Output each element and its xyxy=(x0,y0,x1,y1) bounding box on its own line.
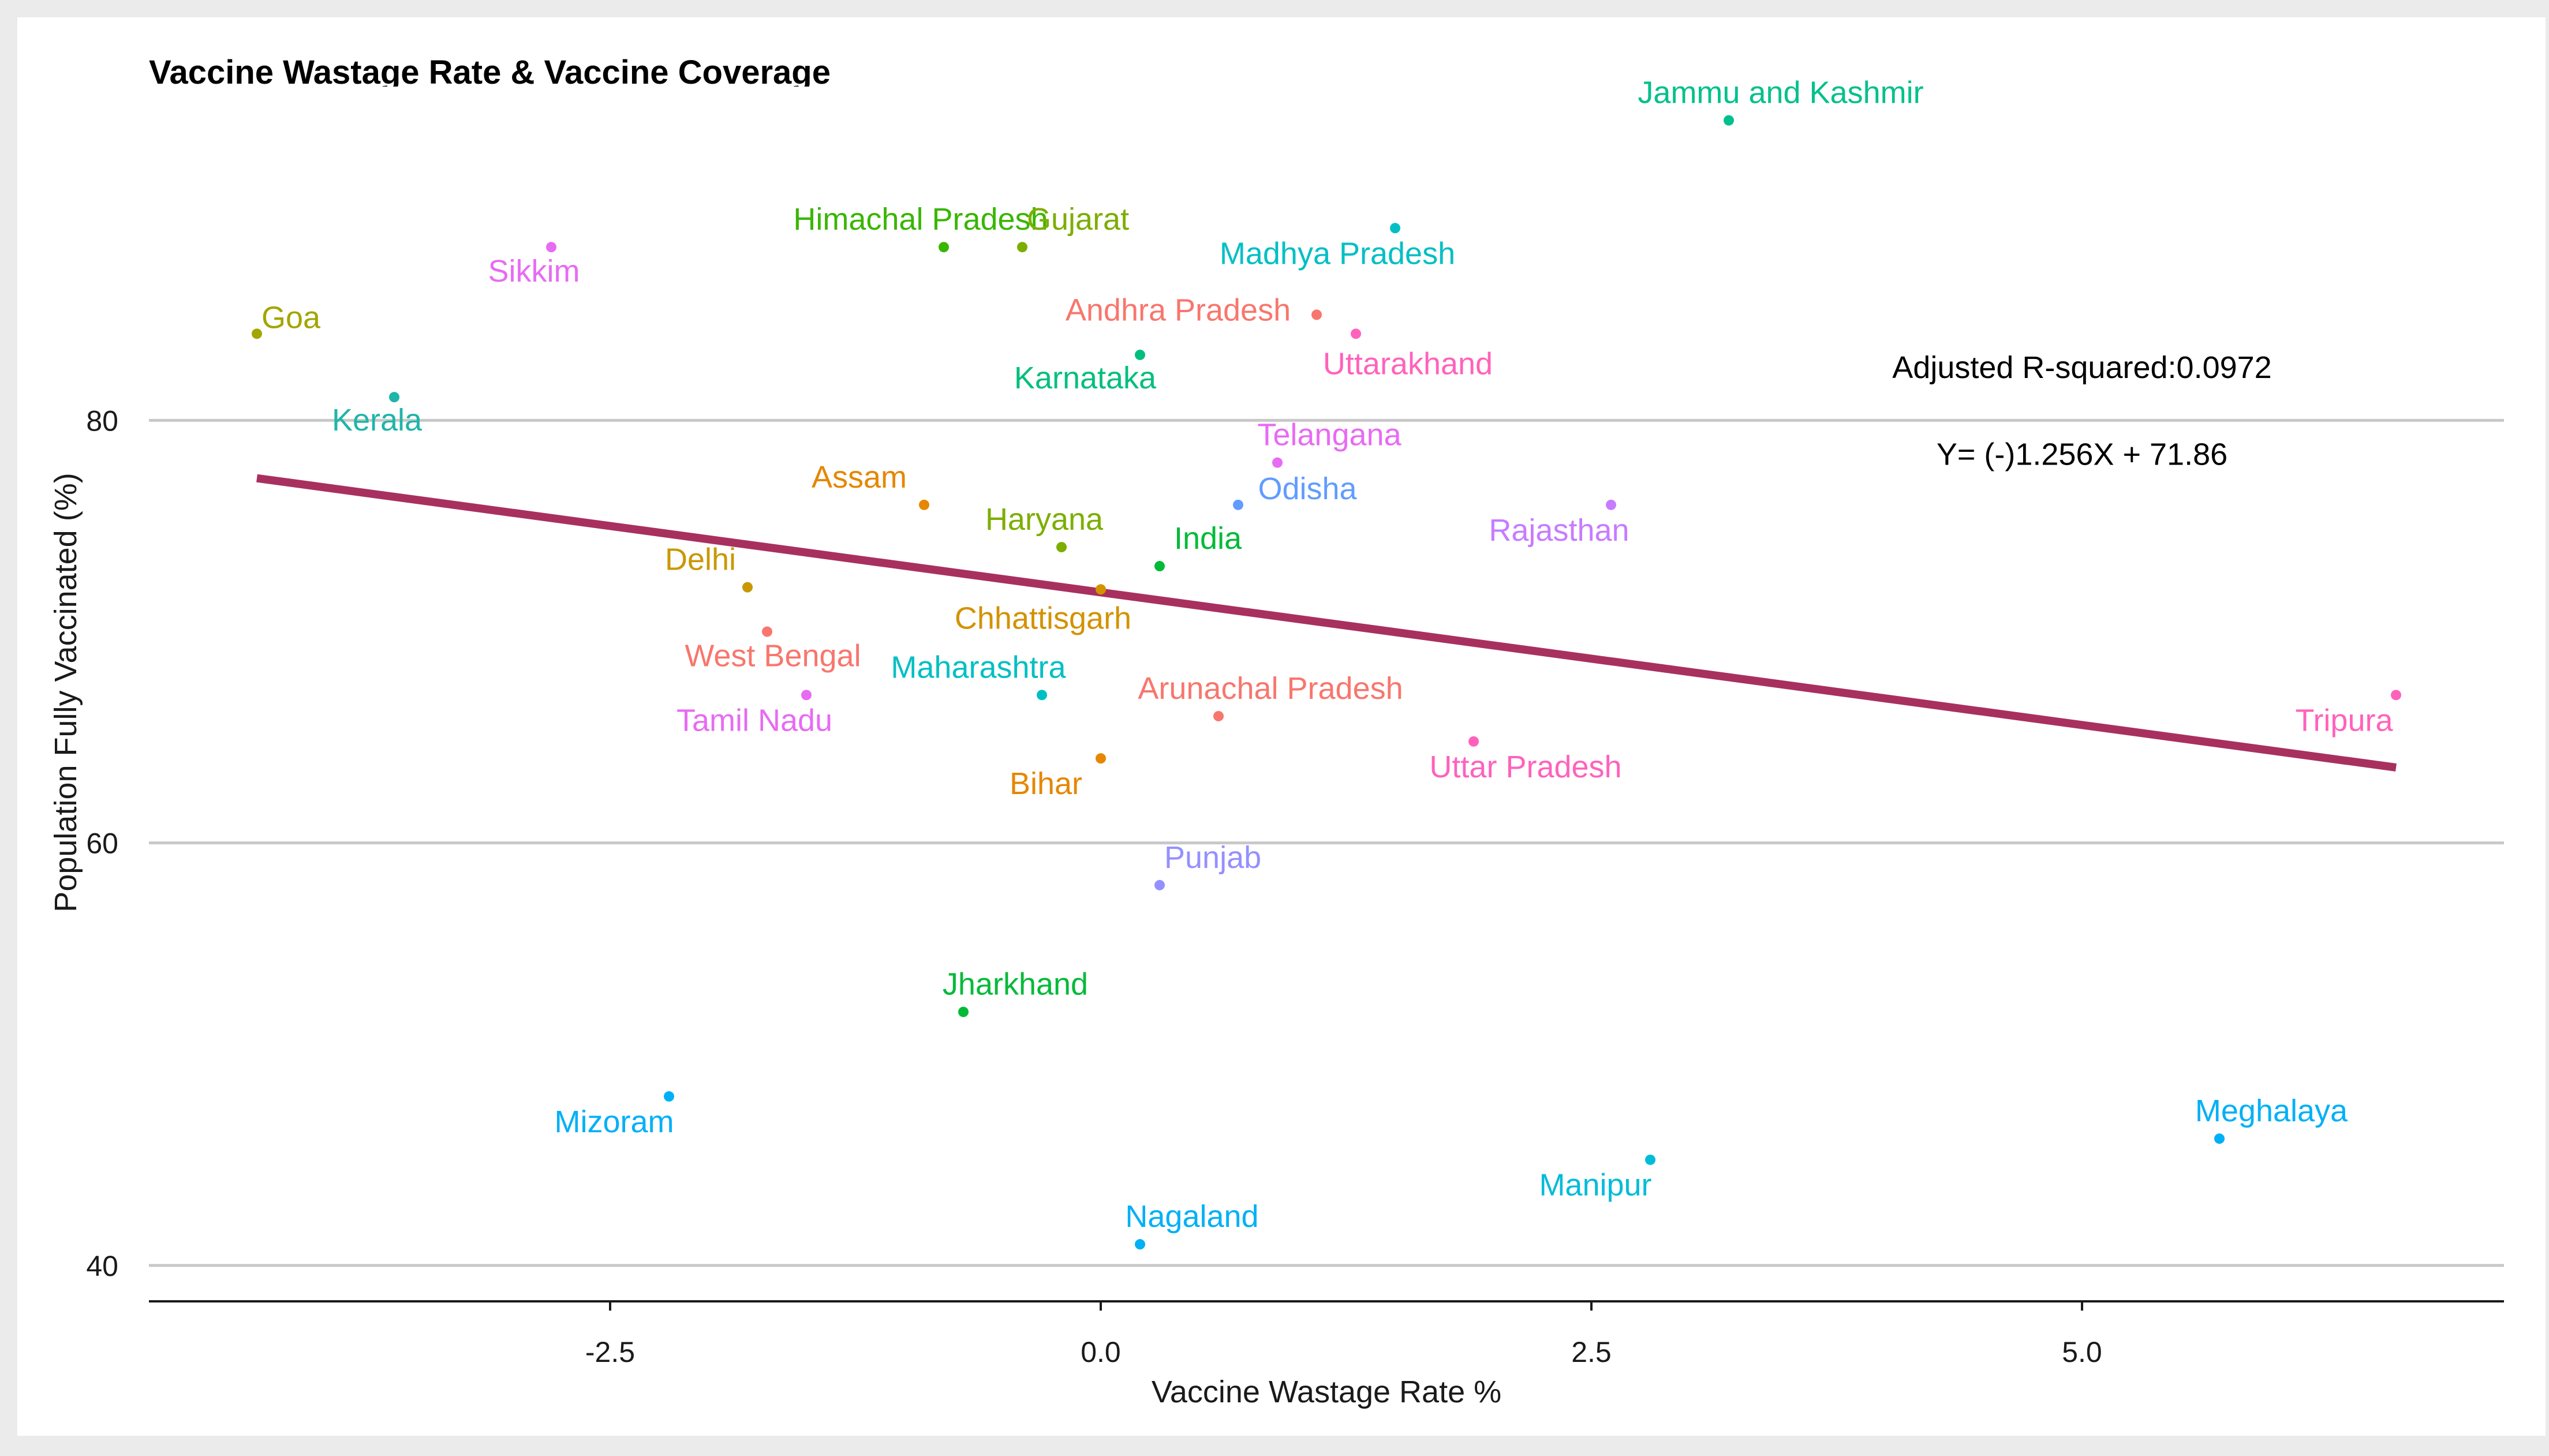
data-point xyxy=(939,242,949,253)
chart-title: Vaccine Wastage Rate & Vaccine Coverage xyxy=(149,54,831,91)
point-label: Assam xyxy=(812,460,907,495)
point-label: Mizoram xyxy=(554,1105,674,1139)
data-point xyxy=(546,242,556,253)
point-label: West Bengal xyxy=(685,639,861,673)
data-point xyxy=(1154,879,1165,890)
data-points xyxy=(252,115,2401,1250)
data-point xyxy=(762,626,772,637)
data-point xyxy=(2214,1133,2225,1144)
x-tick-label: 0.0 xyxy=(1081,1336,1121,1368)
data-point xyxy=(1096,584,1106,595)
y-tick-label: 60 xyxy=(86,828,118,860)
point-label: Sikkim xyxy=(488,254,580,289)
data-point xyxy=(1213,710,1224,721)
point-label: Chhattisgarh xyxy=(955,601,1131,635)
x-axis-ticks: -2.5 0.0 2.5 5.0 xyxy=(585,1301,2102,1368)
point-label: Uttarakhand xyxy=(1323,346,1493,381)
point-label: Uttar Pradesh xyxy=(1429,750,1621,784)
data-point xyxy=(1724,115,1734,126)
point-label: Telangana xyxy=(1257,418,1401,452)
x-tick-label: 5.0 xyxy=(2062,1336,2102,1368)
y-axis-title: Population Fully Vaccinated (%) xyxy=(48,473,83,912)
point-label: Bihar xyxy=(1010,766,1082,801)
data-point xyxy=(2391,690,2401,701)
data-point xyxy=(1390,223,1400,234)
data-point xyxy=(801,690,812,701)
data-point xyxy=(1311,309,1322,320)
data-point xyxy=(1096,753,1106,764)
point-label: Andhra Pradesh xyxy=(1066,293,1291,327)
x-axis-title: Vaccine Wastage Rate % xyxy=(1152,1375,1501,1409)
point-label: Delhi xyxy=(665,542,736,577)
data-point xyxy=(742,582,753,593)
point-label: Maharashtra xyxy=(891,650,1066,684)
point-label: Haryana xyxy=(985,502,1104,537)
point-label: Arunachal Pradesh xyxy=(1138,671,1403,706)
point-label: India xyxy=(1174,521,1242,556)
annotation-text: Adjusted R-squared:0.0972 xyxy=(1892,350,2271,385)
point-label: Meghalaya xyxy=(2195,1094,2348,1128)
point-label: Tamil Nadu xyxy=(677,703,832,738)
regression-line xyxy=(256,474,2397,772)
data-point xyxy=(958,1006,969,1017)
point-label: Jharkhand xyxy=(943,967,1088,1001)
data-point xyxy=(389,392,399,403)
point-label: Jammu and Kashmir xyxy=(1638,76,1923,110)
point-label: Himachal Pradesh xyxy=(793,202,1048,237)
regression-line-group xyxy=(256,474,2397,772)
y-tick-label: 80 xyxy=(86,405,118,437)
x-tick-label: 2.5 xyxy=(1571,1336,1612,1368)
data-point xyxy=(252,328,262,339)
data-point xyxy=(919,499,929,510)
data-point xyxy=(1037,690,1047,701)
y-axis-ticks: 40 60 80 xyxy=(86,405,118,1282)
point-label: Goa xyxy=(261,300,321,335)
grid-lines xyxy=(149,418,2504,1267)
data-point xyxy=(1645,1154,1655,1165)
data-point xyxy=(1468,736,1479,747)
point-label: Tripura xyxy=(2295,703,2393,738)
data-point xyxy=(1056,542,1067,553)
data-point xyxy=(1017,242,1027,253)
y-tick-label: 40 xyxy=(86,1250,118,1282)
point-label: Odisha xyxy=(1258,471,1357,506)
plot-area xyxy=(149,87,2504,1301)
data-point xyxy=(1135,1239,1145,1250)
data-point xyxy=(1606,499,1616,510)
point-label: Rajasthan xyxy=(1489,513,1629,548)
point-label: Kerala xyxy=(332,403,423,437)
data-point xyxy=(1351,328,1361,339)
data-point xyxy=(664,1091,674,1102)
data-point xyxy=(1272,457,1283,468)
point-label: Madhya Pradesh xyxy=(1220,236,1455,271)
annotation-text: Y= (-)1.256X + 71.86 xyxy=(1937,437,2227,471)
annotations: Adjusted R-squared:0.0972 Y= (-)1.256X + … xyxy=(1892,350,2271,471)
point-label: Karnataka xyxy=(1014,361,1157,395)
point-label: Punjab xyxy=(1164,840,1261,875)
point-label: Nagaland xyxy=(1125,1199,1258,1234)
point-label: Manipur xyxy=(1539,1168,1651,1203)
data-point xyxy=(1154,561,1165,572)
point-label: Gujarat xyxy=(1027,202,1129,237)
data-point xyxy=(1135,349,1145,360)
x-tick-label: -2.5 xyxy=(585,1336,635,1368)
data-point xyxy=(1233,499,1243,510)
